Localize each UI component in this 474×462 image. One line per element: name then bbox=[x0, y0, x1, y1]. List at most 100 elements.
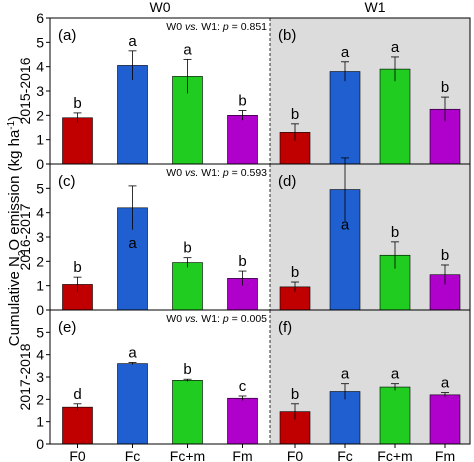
y-tick-label: 2 bbox=[36, 391, 44, 407]
bar-F0 bbox=[62, 117, 93, 165]
bar-Fm bbox=[227, 115, 258, 165]
significance-letter-F0: b bbox=[73, 259, 81, 276]
stat-note-part: vs. bbox=[185, 167, 198, 179]
stat-note: W0 vs. W1: p = 0.851 bbox=[166, 21, 267, 33]
significance-letter-Fc+m: b bbox=[183, 240, 191, 257]
bar-Fc bbox=[329, 391, 361, 445]
y-tick-label: 6 bbox=[36, 10, 44, 26]
panel-letter: (b) bbox=[278, 27, 296, 44]
stat-note-part: = 0.593 bbox=[229, 167, 267, 179]
y-tick-label: 5 bbox=[36, 34, 44, 50]
panel-letter: (d) bbox=[278, 173, 296, 190]
stat-note-part: p bbox=[222, 313, 229, 325]
stat-note: W0 vs. W1: p = 0.593 bbox=[166, 167, 267, 179]
y-tick-label: 1 bbox=[36, 132, 44, 148]
x-tick-label: Fc+m bbox=[170, 448, 205, 462]
y-tick-label: 0 bbox=[36, 302, 44, 318]
significance-letter-Fm: a bbox=[441, 375, 450, 392]
y-axis-label-mid: O emission (kg ha bbox=[6, 129, 23, 251]
significance-letter-Fc: a bbox=[128, 33, 137, 50]
row-label: 2017-2018 bbox=[17, 343, 33, 410]
stat-note-part: p bbox=[222, 21, 229, 33]
x-tick-label: Fc bbox=[337, 448, 353, 462]
panel-d: b a b b (d) bbox=[270, 157, 470, 311]
significance-letter-F0: b bbox=[291, 264, 299, 281]
y-tick-label: 4 bbox=[36, 347, 44, 363]
significance-letter-Fc+m: a bbox=[391, 366, 400, 383]
y-tick-label: 5 bbox=[36, 180, 44, 196]
y-tick-label: 0 bbox=[36, 156, 44, 172]
significance-letter-Fc+m: b bbox=[391, 224, 399, 241]
significance-letter-Fc+m: b bbox=[183, 361, 191, 378]
row-frame bbox=[49, 309, 471, 445]
panel-letter: (e) bbox=[58, 319, 76, 336]
y-axis-label-sub: 2 bbox=[17, 250, 28, 256]
significance-letter-F0: d bbox=[73, 386, 81, 403]
panel-b: b a a b (b) bbox=[270, 18, 470, 165]
significance-letter-F0: b bbox=[291, 106, 299, 123]
bar-Fc+m bbox=[379, 386, 411, 445]
panel-letter: (c) bbox=[58, 173, 76, 190]
significance-letter-F0: b bbox=[291, 386, 299, 403]
significance-letter-Fc: a bbox=[128, 235, 137, 252]
bar-Fc+m bbox=[172, 380, 203, 445]
stat-note-part: W0 bbox=[166, 21, 185, 33]
bar-Fc bbox=[329, 71, 361, 165]
x-tick-label: Fc bbox=[125, 448, 141, 462]
row-label: 2015-2016 bbox=[17, 57, 33, 124]
significance-letter-Fm: b bbox=[441, 247, 449, 264]
stat-note-part: = 0.851 bbox=[229, 21, 267, 33]
y-axis-label: Cumulative N2O emission (kg ha-1) bbox=[6, 116, 28, 346]
significance-letter-Fc: a bbox=[128, 344, 137, 361]
panel-a: b a a b (a) W0 vs. W1: p = 0.851 0 1 2 3 4 5 6 2015-2… bbox=[17, 10, 267, 172]
column-title-w0: W0 bbox=[150, 0, 171, 15]
x-tick-label: F0 bbox=[69, 448, 86, 462]
significance-letter-Fc: a bbox=[341, 44, 350, 61]
column-title-w1: W1 bbox=[365, 0, 386, 15]
y-tick-label: 5 bbox=[36, 324, 44, 340]
panel-letter: (a) bbox=[58, 27, 76, 44]
row-label: 2016-2017 bbox=[17, 203, 33, 270]
significance-letter-Fm: c bbox=[239, 378, 247, 395]
stat-note-part: W1: bbox=[198, 167, 223, 179]
stat-note-part: W1: bbox=[198, 313, 223, 325]
y-axis-label-sup: -1 bbox=[6, 120, 17, 129]
y-axis-label-pre: Cumulative N bbox=[6, 256, 23, 346]
chart-row-1: b a a b (a) W0 vs. W1: p = 0.851 0 1 2 3 4 5 6 2015-2… bbox=[17, 10, 471, 172]
significance-letter-Fm: b bbox=[441, 79, 449, 96]
y-tick-label: 1 bbox=[36, 278, 44, 294]
panels: b a a b (a) W0 vs. W1: p = 0.851 0 1 2 3 4 5 6 2015-2… bbox=[17, 10, 471, 462]
y-tick-label: 2 bbox=[36, 253, 44, 269]
stat-note: W0 vs. W1: p = 0.005 bbox=[166, 313, 267, 325]
stat-note-part: W0 bbox=[166, 167, 185, 179]
y-tick-label: 4 bbox=[36, 59, 44, 75]
y-tick-label: 3 bbox=[36, 229, 44, 245]
y-axis-label-post: ) bbox=[6, 116, 23, 121]
x-tick-label: Fm bbox=[435, 448, 455, 462]
panel-letter: (f) bbox=[278, 319, 292, 336]
bar-Fm bbox=[429, 394, 461, 445]
y-tick-label: 4 bbox=[36, 205, 44, 221]
x-tick-label: Fm bbox=[232, 448, 252, 462]
bar-Fm bbox=[227, 397, 258, 445]
significance-letter-F0: b bbox=[73, 95, 81, 112]
bar-Fm bbox=[429, 108, 461, 165]
x-tick-label: Fc+m bbox=[377, 448, 412, 462]
significance-letter-Fm: b bbox=[238, 253, 246, 270]
stat-note-part: vs. bbox=[185, 313, 198, 325]
stat-note-part: p bbox=[222, 167, 229, 179]
bar-Fc+m bbox=[379, 68, 411, 165]
stat-note-part: = 0.005 bbox=[229, 313, 267, 325]
significance-letter-Fc+m: a bbox=[391, 39, 400, 56]
bar-Fc bbox=[117, 363, 148, 445]
significance-letter-Fm: b bbox=[238, 92, 246, 109]
panel-c: b a b b (c) W0 vs. W1: p = 0.593 0 1 2 3 4 52016-20… bbox=[17, 163, 267, 318]
stat-note-part: W1: bbox=[198, 21, 223, 33]
y-tick-label: 1 bbox=[36, 414, 44, 430]
significance-letter-Fc: a bbox=[341, 217, 350, 234]
bar-F0 bbox=[62, 406, 93, 445]
chart-row-2: b a b b (c) W0 vs. W1: p = 0.593 0 1 2 3 4 52016-20… bbox=[17, 157, 471, 318]
